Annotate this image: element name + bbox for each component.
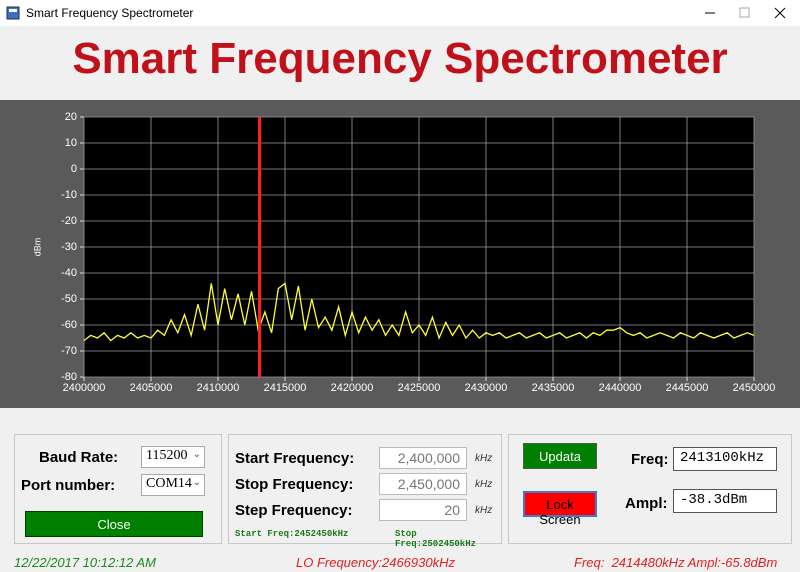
window-controls[interactable] <box>690 0 800 26</box>
y-tick-label: -80 <box>61 371 77 383</box>
window-title: Smart Frequency Spectrometer <box>26 6 194 20</box>
ampl-value: -38.3dBm <box>673 489 777 513</box>
title-bar: Smart Frequency Spectrometer <box>0 0 800 26</box>
lock-button[interactable]: Lock Screen <box>523 491 597 527</box>
sweep-label: Start Frequency: <box>235 450 355 467</box>
y-tick-label: 20 <box>65 111 77 123</box>
x-tick-label: 2430000 <box>465 382 508 394</box>
x-tick-label: 2445000 <box>666 382 709 394</box>
x-tick-label: 2405000 <box>130 382 173 394</box>
freq-value: 2413100kHz <box>673 447 777 471</box>
x-tick-label: 2440000 <box>599 382 642 394</box>
y-tick-label: 10 <box>65 137 77 149</box>
y-tick-label: -30 <box>61 241 77 253</box>
status-reading: Freq: 2414480kHz Ampl:-65.8dBm <box>574 555 778 570</box>
sweep-unit: kHz <box>475 479 493 490</box>
x-tick-label: 2450000 <box>733 382 776 394</box>
sweep-unit: kHz <box>475 453 493 464</box>
sweep-label: Step Frequency: <box>235 502 353 519</box>
y-tick-label: -60 <box>61 319 77 331</box>
freq-label: Freq: <box>631 451 669 468</box>
x-tick-label: 2410000 <box>197 382 240 394</box>
x-tick-label: 2425000 <box>398 382 441 394</box>
update-button[interactable]: Updata <box>523 443 597 469</box>
y-tick-label: -50 <box>61 293 77 305</box>
start-freq-note: Start Freq:2452450kHz <box>235 529 349 539</box>
baud-label: Baud Rate: <box>39 449 119 466</box>
status-datetime: 12/22/2017 10:12:12 AM <box>14 555 156 570</box>
measure-group: Updata Lock Screen Freq: 2413100kHz Ampl… <box>508 434 792 544</box>
sweep-input[interactable]: 2,450,000 <box>379 473 467 495</box>
sweep-input[interactable]: 2,400,000 <box>379 447 467 469</box>
sweep-unit: kHz <box>475 505 493 516</box>
spectrum-chart: dBm -80 -70 -60 -50 -40 -30 -20 -10 0 10 20 2400000… <box>0 100 800 408</box>
y-tick-label: 0 <box>71 163 77 175</box>
baud-select[interactable]: 115200 ⌄ <box>141 446 205 468</box>
ampl-label: Ampl: <box>625 495 668 512</box>
y-tick-label: -40 <box>61 267 77 279</box>
y-tick-label: -20 <box>61 215 77 227</box>
heading: Smart Frequency Spectrometer <box>72 34 728 83</box>
sweep-group: Start Frequency: 2,400,000 kHz Stop Frequen… <box>228 434 502 549</box>
sweep-label: Stop Frequency: <box>235 476 354 493</box>
close-button[interactable]: Close <box>25 511 203 537</box>
y-tick-label: -10 <box>61 189 77 201</box>
x-tick-label: 2415000 <box>264 382 307 394</box>
port-label: Port number: <box>21 477 116 494</box>
spectrum-line <box>83 282 755 342</box>
x-tick-label: 2420000 <box>331 382 374 394</box>
y-axis-label: dBm <box>32 238 42 257</box>
status-lo: LO Frequency:2466930kHz <box>296 555 455 570</box>
y-tick-label: -70 <box>61 345 77 357</box>
serial-group: Baud Rate: 115200 ⌄ Port number: COM14 ⌄ C… <box>14 434 222 544</box>
x-tick-label: 2435000 <box>532 382 575 394</box>
stop-freq-note: Stop Freq:2502450kHz <box>395 529 477 549</box>
x-tick-label: 2400000 <box>63 382 106 394</box>
port-value: COM14 <box>146 476 192 491</box>
sweep-input[interactable]: 20 <box>379 499 467 521</box>
app-icon <box>6 6 20 20</box>
port-select[interactable]: COM14 ⌄ <box>141 474 205 496</box>
baud-value: 115200 <box>146 448 188 463</box>
